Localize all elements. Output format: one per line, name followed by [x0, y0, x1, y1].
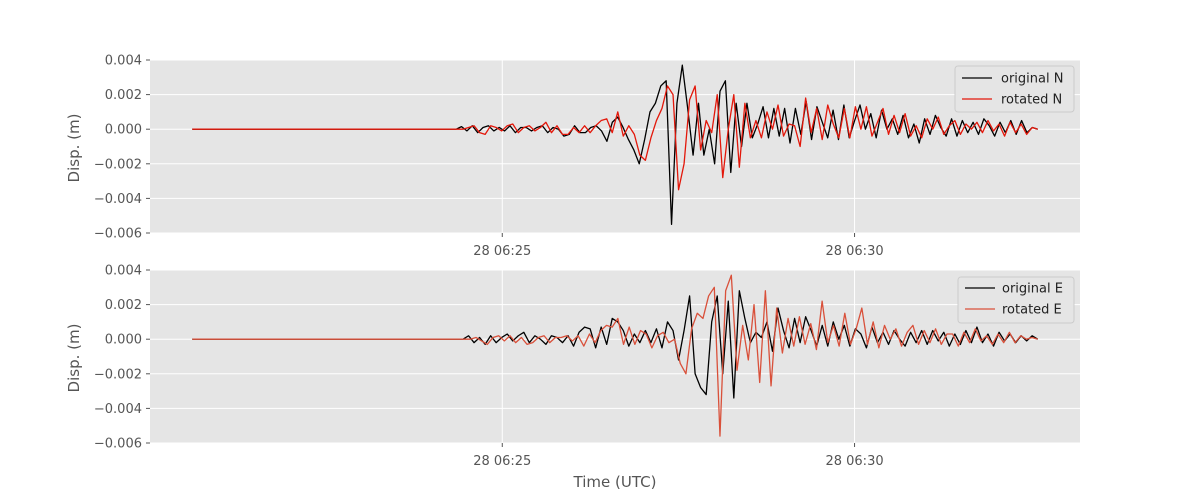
series-line-rotated-e — [192, 274, 1038, 437]
legend-north: original N rotated N — [954, 65, 1075, 113]
y-axis-label-north: Disp. (m) — [65, 114, 83, 183]
y-tick-label-east: −0.004 — [94, 402, 142, 417]
panel-east: 0.004 0.002 0.000 −0.002 −0.004 −0.006 Disp. … — [65, 264, 1080, 469]
legend-label-original-n: original N — [1001, 72, 1063, 87]
panel-north: 0.004 0.002 0.000 −0.002 −0.004 −0.006 Disp. … — [65, 54, 1080, 259]
y-tick-label-east: 0.002 — [105, 298, 142, 313]
y-tick-label-north: −0.004 — [94, 192, 142, 207]
y-tick-label-north: 0.004 — [105, 54, 142, 69]
x-tick-label-east: 28 06:30 — [825, 454, 883, 469]
x-axis-label: Time (UTC) — [573, 473, 657, 491]
legend-label-original-e: original E — [1002, 282, 1063, 297]
legend-label-rotated-n: rotated N — [1001, 93, 1062, 108]
series-east — [192, 274, 1039, 437]
legend-east: original E rotated E — [957, 276, 1075, 324]
y-tick-label-east: −0.006 — [94, 437, 142, 452]
x-ticks-north: 28 06:25 28 06:30 — [473, 233, 884, 259]
grid-east — [150, 269, 1080, 444]
y-tick-label-east: −0.002 — [94, 367, 142, 382]
y-tick-label-east: 0.004 — [105, 264, 142, 279]
y-axis-label-east: Disp. (m) — [65, 324, 83, 393]
y-tick-label-north: 0.000 — [105, 123, 142, 138]
y-ticks-east: 0.004 0.002 0.000 −0.002 −0.004 −0.006 — [94, 264, 150, 452]
y-tick-label-north: −0.006 — [94, 227, 142, 242]
series-line-rotated-n — [192, 85, 1038, 191]
x-tick-label-north: 28 06:30 — [825, 244, 883, 259]
x-ticks-east: 28 06:25 28 06:30 — [473, 443, 884, 469]
y-ticks-north: 0.004 0.002 0.000 −0.002 −0.004 −0.006 — [94, 54, 150, 242]
legend-label-rotated-e: rotated E — [1002, 303, 1062, 318]
x-tick-label-east: 28 06:25 — [473, 454, 531, 469]
y-tick-label-east: 0.000 — [105, 333, 142, 348]
y-tick-label-north: 0.002 — [105, 88, 142, 103]
x-tick-label-north: 28 06:25 — [473, 244, 531, 259]
plot-area-east — [150, 270, 1080, 443]
plot-area-north — [150, 60, 1080, 233]
y-tick-label-north: −0.002 — [94, 157, 142, 172]
series-north — [192, 64, 1038, 226]
